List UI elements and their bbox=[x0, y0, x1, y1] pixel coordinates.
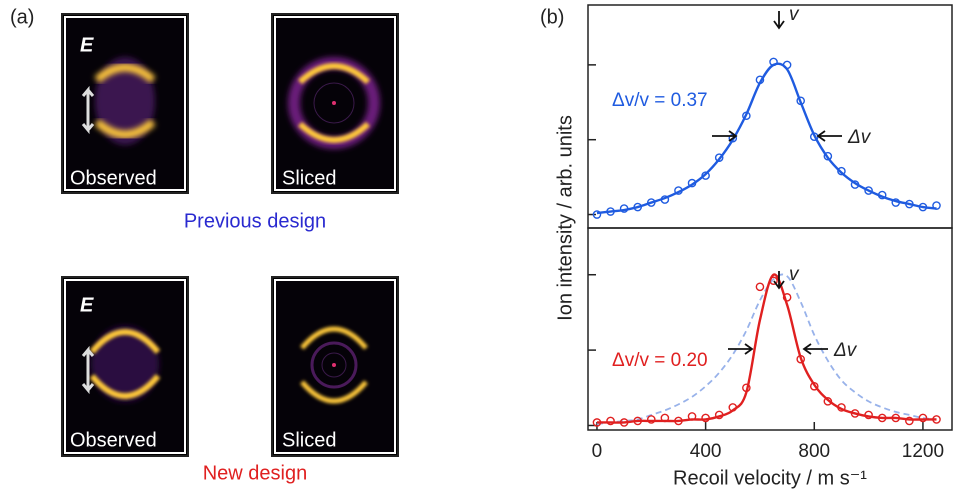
image-label: Observed bbox=[70, 429, 157, 451]
annotation: v bbox=[789, 264, 800, 285]
x-tick-label: 0 bbox=[592, 441, 603, 462]
figure: (a) E Observed Sliced Previous design E … bbox=[0, 0, 956, 494]
field-label: E bbox=[80, 34, 94, 56]
data-point bbox=[756, 283, 763, 290]
annotation: Δv/v = 0.20 bbox=[612, 350, 708, 371]
x-tick-label: 1200 bbox=[902, 441, 944, 462]
field-label: E bbox=[80, 294, 94, 316]
y-axis-label: Ion intensity / arb. units bbox=[554, 115, 576, 321]
arrow bbox=[712, 131, 736, 141]
panel-label: (a) bbox=[10, 6, 34, 28]
arrow bbox=[804, 344, 828, 354]
annotation: Δv bbox=[847, 127, 872, 148]
panel-label: (b) bbox=[540, 6, 564, 28]
image-label: Sliced bbox=[282, 167, 336, 189]
annotation: Δv bbox=[833, 340, 858, 361]
page: (a) E Observed Sliced Previous design E … bbox=[0, 0, 956, 494]
arrow bbox=[818, 131, 842, 141]
annotation: Δv/v = 0.37 bbox=[612, 90, 708, 111]
caption: New design bbox=[203, 462, 308, 484]
image-label: Observed bbox=[70, 167, 157, 189]
caption: Previous design bbox=[184, 210, 326, 232]
x-tick-label: 800 bbox=[798, 441, 830, 462]
fit-line bbox=[597, 275, 937, 423]
x-axis-label: Recoil velocity / m s⁻¹ bbox=[673, 467, 867, 489]
image-sliced bbox=[272, 14, 398, 193]
fit-line bbox=[597, 64, 937, 213]
arrow bbox=[728, 344, 752, 354]
annotation: v bbox=[789, 4, 800, 25]
x-tick-label: 400 bbox=[690, 441, 722, 462]
plot-frame bbox=[588, 228, 952, 430]
image-label: Sliced bbox=[282, 429, 336, 451]
arrow bbox=[774, 11, 784, 28]
plot-frame bbox=[588, 5, 952, 228]
